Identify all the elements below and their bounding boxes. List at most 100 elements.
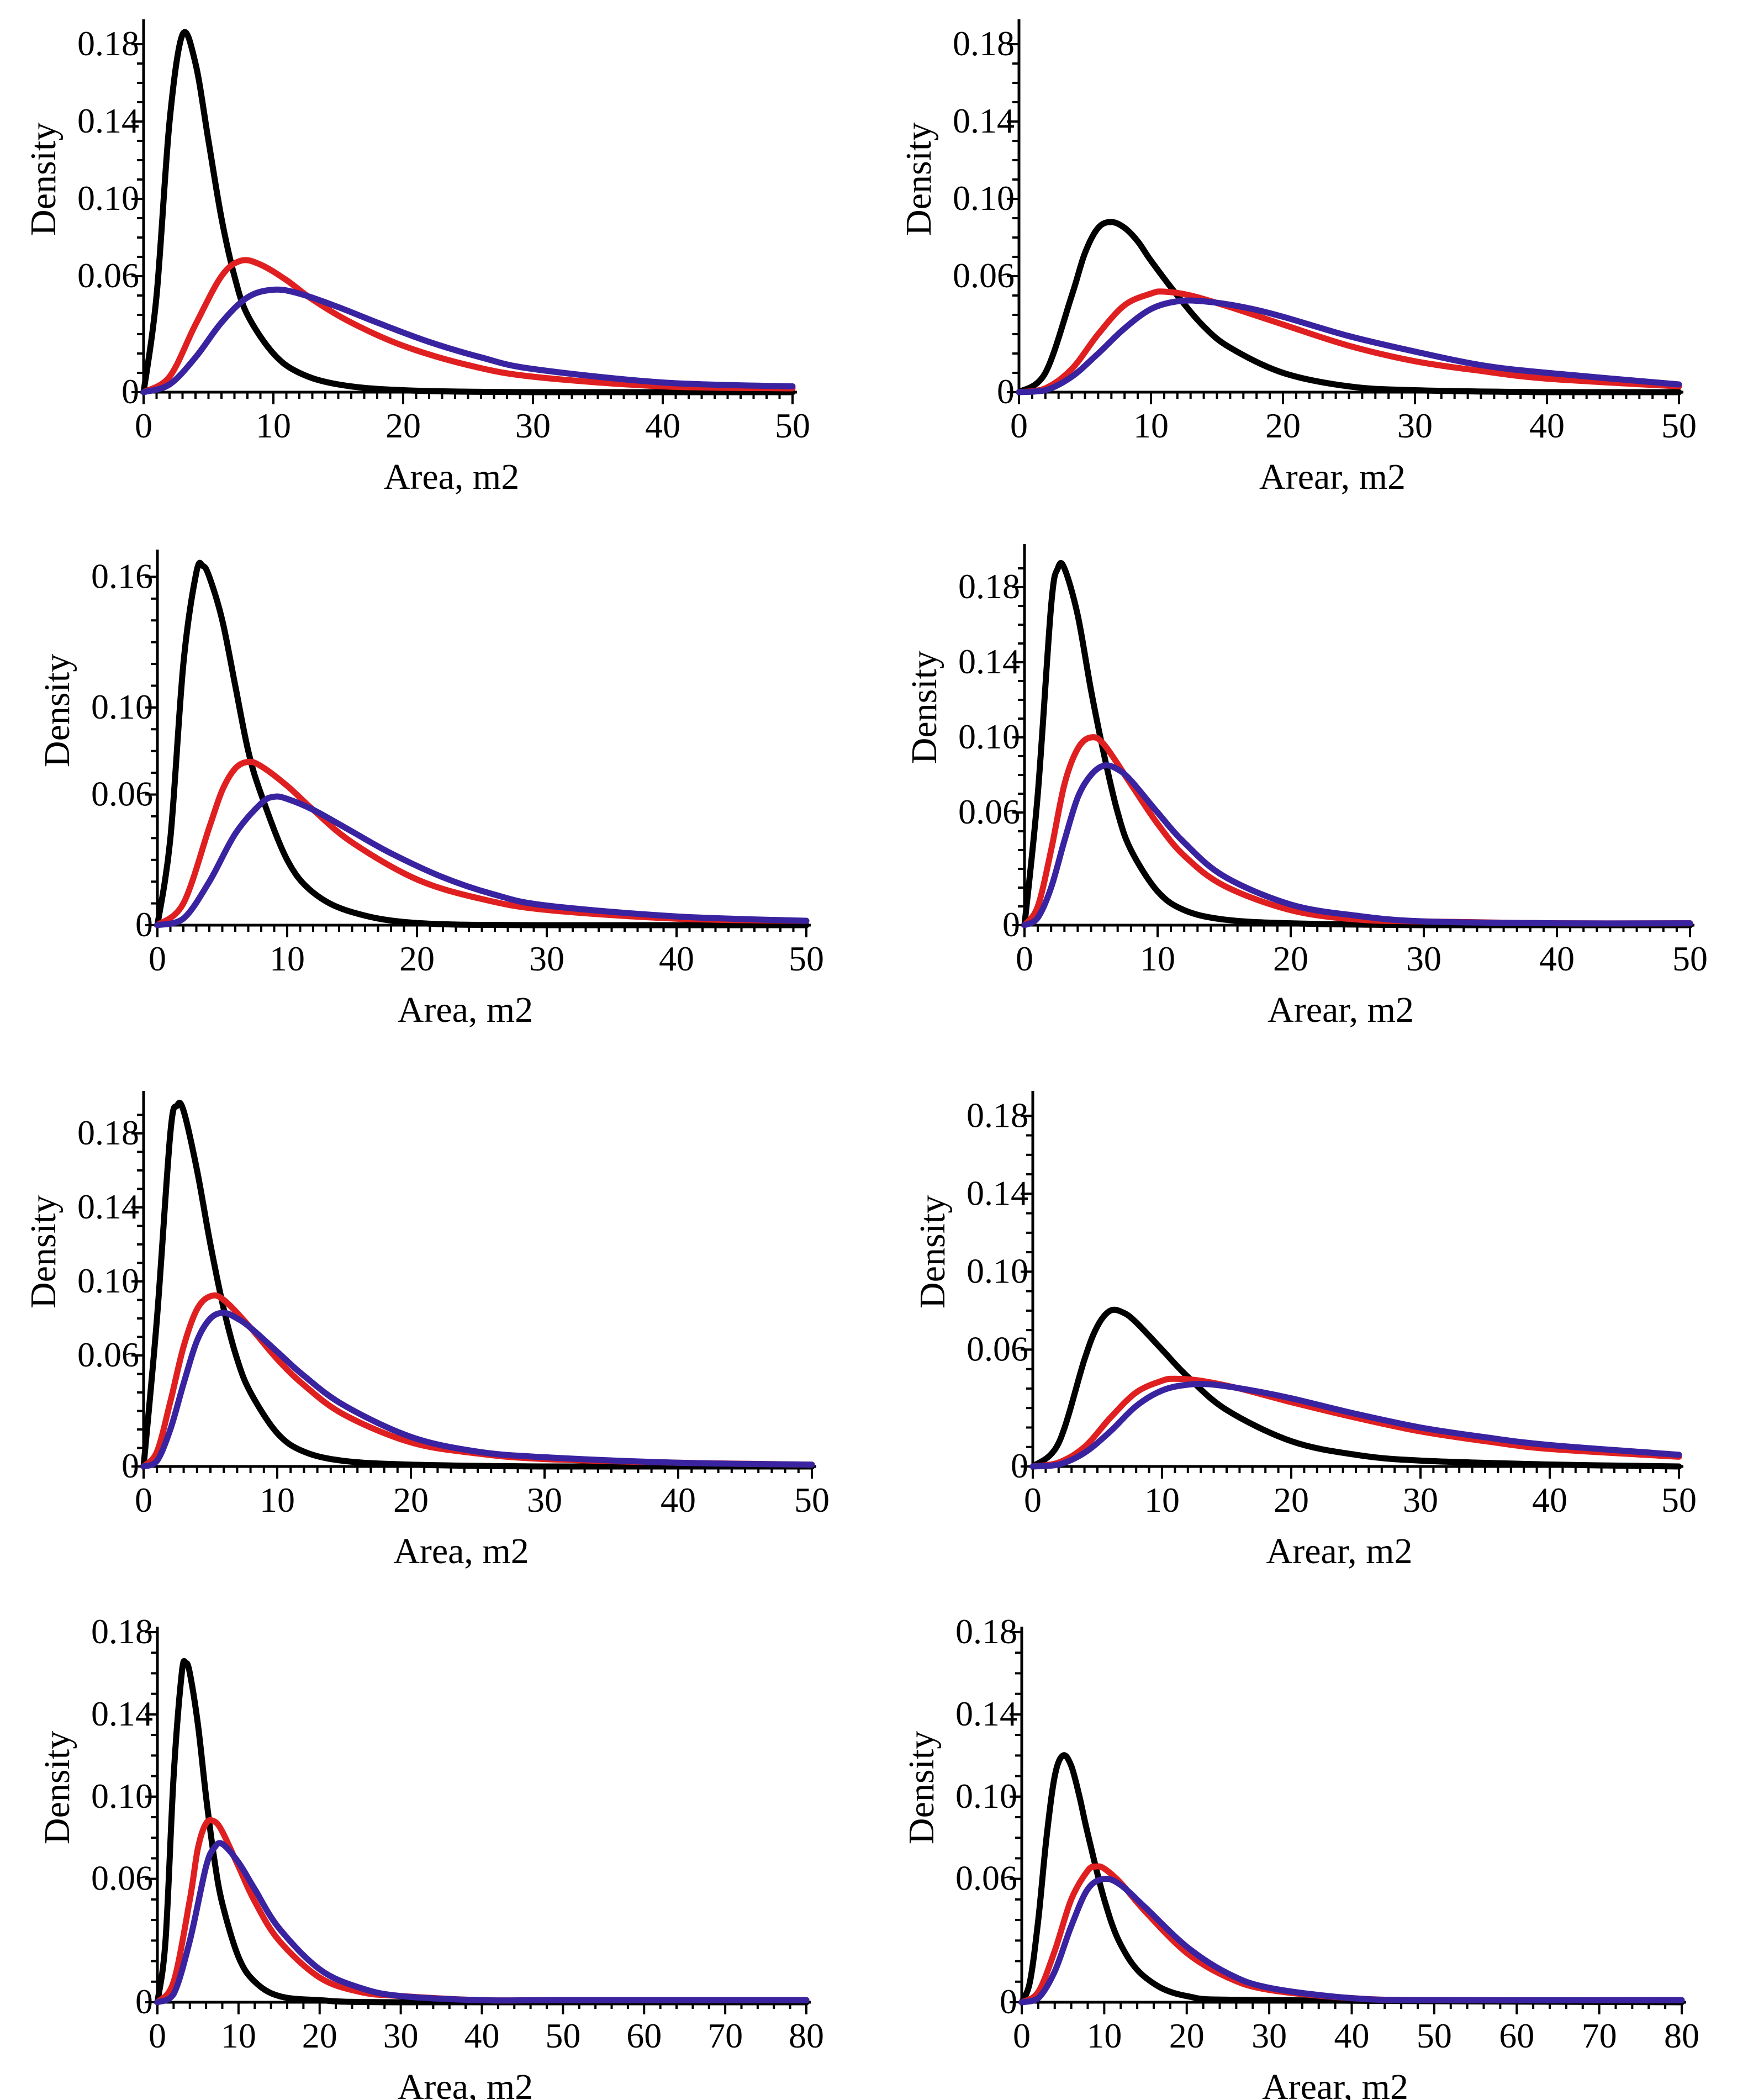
x-tick-label: 30 [515,406,551,445]
y-axis-title: Density [912,1195,953,1308]
x-tick-label: 40 [661,1480,696,1519]
y-axis-title: Density [899,123,939,236]
y-axis-title: Density [23,1195,64,1308]
chart-panel: 0 0.06 0.10 0.14 0.18 0 10 20 30 40 50 Area, m2 Dens… [23,19,810,497]
x-tick-label: 30 [527,1480,562,1519]
x-tick-label: 30 [1403,1480,1438,1519]
y-tick-label: 0.06 [958,792,1020,831]
x-axis-title: Arear, m2 [1266,1531,1413,1571]
series-line-blue [1029,1381,1682,1470]
x-tick-label: 20 [1169,2016,1205,2055]
y-tick-label: 0.06 [77,256,139,295]
y-tick-label: 0.06 [77,1335,139,1374]
y-tick-label: 0.18 [967,1095,1028,1135]
x-tick-label: 0 [1016,939,1033,978]
x-tick-label: 10 [1140,939,1175,978]
x-tick-label: 40 [659,939,694,978]
x-tick-label: 10 [1086,2016,1122,2055]
series-line-black [1021,560,1693,928]
x-tick-label: 10 [221,2016,256,2055]
x-tick-label: 50 [1672,939,1708,978]
x-tick-label: 0 [1024,1480,1042,1519]
y-tick-label: 0.10 [955,1776,1017,1816]
series-line-blue [140,286,796,395]
x-tick-label: 40 [1529,406,1565,445]
x-tick-label: 50 [789,939,824,978]
x-axis-title: Area, m2 [398,990,534,1030]
y-tick-label: 0.10 [91,1776,153,1816]
y-axis-title: Density [37,1731,77,1844]
x-tick-label: 50 [775,406,810,445]
x-tick-label: 70 [1582,2016,1617,2055]
y-tick-label: 0 [135,905,153,944]
series-line-black [1018,1752,1685,2006]
x-tick-label: 50 [1417,2016,1452,2055]
x-tick-label: 40 [464,2016,500,2055]
y-tick-label: 0.06 [91,774,153,814]
y-tick-label: 0.18 [955,1612,1017,1651]
x-tick-label: 0 [135,406,152,445]
x-tick-label: 20 [1273,939,1308,978]
y-tick-label: 0.18 [77,24,139,63]
x-tick-label: 50 [545,2016,580,2055]
series-line-blue [140,1310,815,1470]
y-tick-label: 0.18 [953,24,1015,63]
chart-panel: 0 0.06 0.10 0.14 0.18 0 10 20 30 40 50 Area, m2 Dens… [23,1091,830,1571]
y-tick-label: 0.06 [955,1859,1017,1898]
series-line-black [140,29,796,395]
x-tick-label: 20 [393,1480,429,1519]
x-tick-label: 0 [149,939,166,978]
y-axis-title: Density [37,654,77,767]
chart-panel: 0 0.06 0.10 0.14 0.18 0 10 20 30 40 50 Arear, m2 Den… [899,19,1697,497]
y-tick-label: 0.16 [91,556,153,595]
y-tick-label: 0.10 [967,1251,1028,1290]
y-tick-label: 0 [135,1982,153,2021]
y-tick-label: 0.18 [77,1113,139,1152]
x-tick-label: 80 [1664,2016,1699,2055]
x-tick-label: 10 [270,939,305,978]
x-axis-title: Arear, m2 [1262,2067,1408,2100]
series-line-blue [1016,297,1682,395]
series-line-blue [154,793,810,928]
y-tick-label: 0 [122,1446,139,1485]
x-tick-label: 10 [1144,1480,1180,1519]
y-tick-label: 0.14 [955,1694,1017,1733]
y-tick-label: 0.14 [77,1187,139,1226]
y-tick-label: 0.10 [77,178,139,218]
x-tick-label: 0 [135,1480,152,1519]
y-tick-label: 0.14 [77,101,139,140]
y-tick-label: 0.14 [91,1694,153,1733]
x-axis-title: Area, m2 [398,2067,534,2100]
series-line-blue [154,1840,810,2006]
x-tick-label: 30 [383,2016,419,2055]
y-tick-label: 0.06 [967,1329,1028,1368]
chart-panel: 0 0.06 0.10 0.14 0.18 0 10 20 30 40 50 60 70 80 Area, … [37,1612,824,2100]
x-tick-label: 20 [385,406,421,445]
chart-panel: 0 0.06 0.10 0.14 0.18 0 10 20 30 40 50 Arear, m2 Den… [912,1091,1697,1571]
x-tick-label: 0 [149,2016,166,2055]
x-tick-label: 0 [1010,406,1028,445]
y-tick-label: 0.10 [958,717,1020,756]
x-tick-label: 10 [256,406,291,445]
x-tick-label: 30 [529,939,564,978]
y-tick-label: 0 [1000,1982,1017,2021]
y-tick-label: 0.06 [953,256,1015,295]
x-tick-label: 10 [260,1480,295,1519]
x-tick-label: 30 [1251,2016,1287,2055]
x-tick-label: 20 [399,939,435,978]
x-tick-label: 40 [645,406,680,445]
x-tick-label: 60 [626,2016,662,2055]
x-tick-label: 30 [1397,406,1433,445]
series-line-red [140,257,796,395]
x-tick-label: 50 [1661,1480,1697,1519]
x-tick-label: 40 [1532,1480,1567,1519]
y-tick-label: 0 [997,372,1015,411]
y-tick-label: 0.14 [967,1173,1028,1212]
y-tick-label: 0.10 [77,1261,139,1300]
x-tick-label: 20 [302,2016,337,2055]
chart-panel: 0 0.06 0.10 0.14 0.18 0 10 20 30 40 50 Arear, m2 Den… [904,544,1708,1030]
y-axis-title: Density [901,1731,942,1844]
y-tick-label: 0.14 [958,642,1020,681]
x-axis-title: Arear, m2 [1268,990,1414,1030]
x-tick-label: 80 [789,2016,824,2055]
